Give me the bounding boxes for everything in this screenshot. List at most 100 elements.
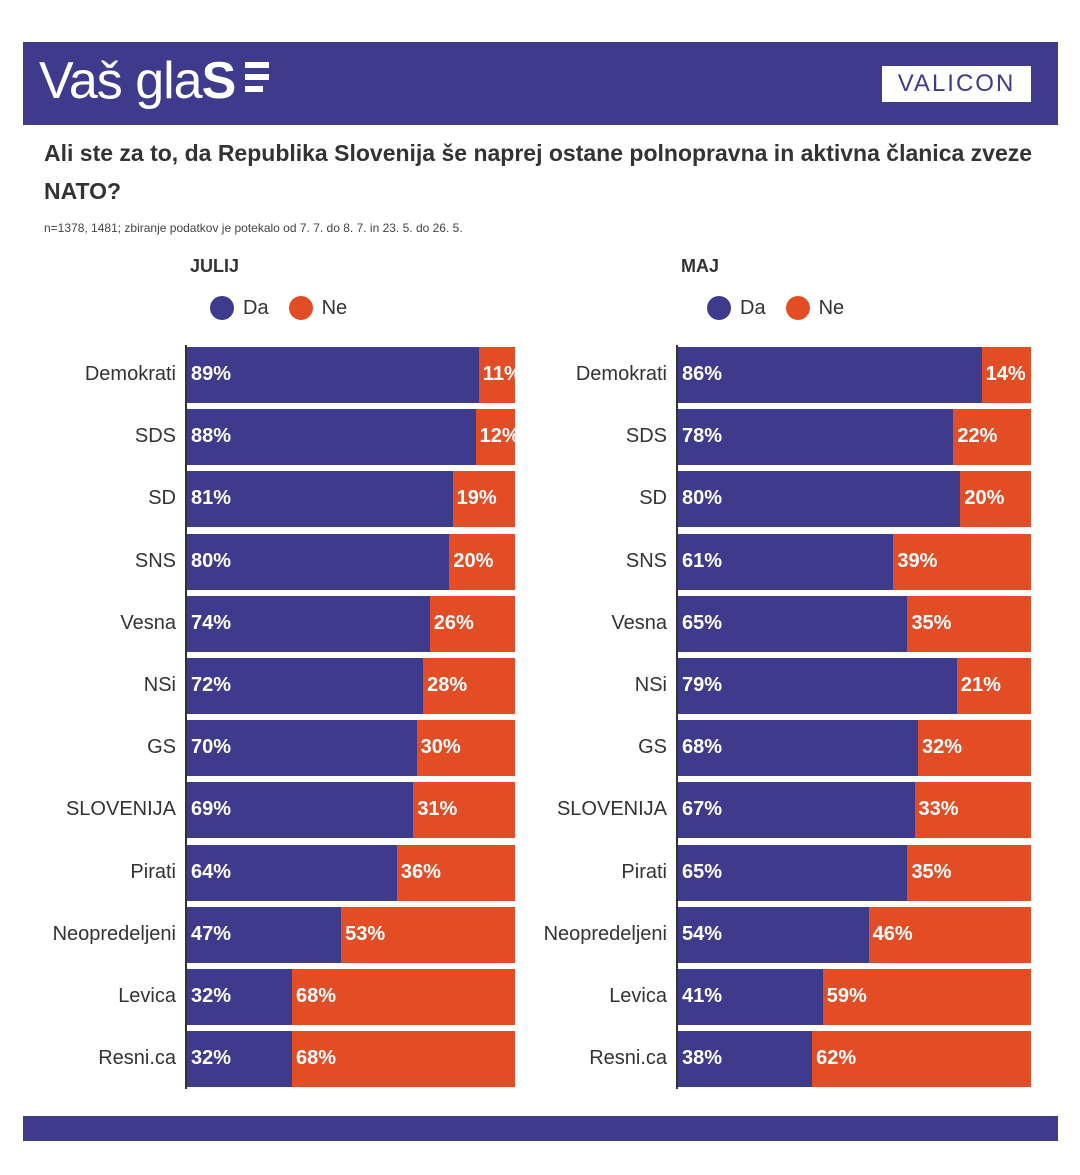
category-label: NSi <box>143 674 176 696</box>
bar-da <box>678 471 961 528</box>
value-label: 72% <box>191 674 232 696</box>
category-label: Levica <box>118 985 176 1007</box>
value-label: 47% <box>191 922 232 945</box>
bar-da <box>187 782 414 839</box>
bar-ne <box>449 533 515 590</box>
value-label: 80% <box>191 549 232 572</box>
legend-item: Ne <box>288 296 348 320</box>
legend-swatch <box>785 296 810 320</box>
bar-da <box>187 471 453 528</box>
bar-da <box>187 844 397 901</box>
bar-ne <box>953 409 1031 466</box>
bar-ne <box>291 969 515 1025</box>
logo-bold-letter: S <box>201 52 237 110</box>
bar-da <box>678 658 957 714</box>
bar-da <box>678 533 894 590</box>
bar-ne <box>960 471 1031 528</box>
bar-da <box>678 782 915 839</box>
category-label: Pirati <box>621 860 667 883</box>
value-label: 78% <box>682 425 723 448</box>
category-label: SNS <box>134 549 176 572</box>
bar-ne <box>423 658 515 714</box>
category-label: SNS <box>625 549 667 572</box>
value-label: 53% <box>345 922 386 945</box>
bar-da <box>678 844 908 901</box>
category-label: GS <box>638 736 667 759</box>
value-label: 65% <box>682 611 723 634</box>
bar-da <box>678 720 919 777</box>
chart-1-title: JULIJ <box>190 256 240 276</box>
bar-ne <box>907 595 1031 652</box>
category-label: SDS <box>625 425 667 448</box>
bar-da <box>187 969 292 1025</box>
brand-logo: VALICON <box>882 66 1031 102</box>
category-label: SD <box>639 487 667 510</box>
value-label: 33% <box>918 798 959 821</box>
legend-item: Ne <box>785 296 844 320</box>
chart-1-legend: Da Ne <box>210 296 367 322</box>
value-label: 32% <box>191 1047 232 1070</box>
bar-da <box>187 409 476 466</box>
value-label: 81% <box>191 487 232 510</box>
bar-ne <box>956 658 1031 714</box>
category-label: SLOVENIJA <box>65 798 176 821</box>
value-label: 41% <box>682 985 723 1007</box>
chart-2-title: MAJ <box>681 256 720 276</box>
category-label: Demokrati <box>575 363 667 385</box>
footer-bar <box>23 1116 1058 1141</box>
bar-da <box>187 658 424 714</box>
bar-da <box>187 720 417 777</box>
value-label: 61% <box>682 549 723 572</box>
category-label: SLOVENIJA <box>556 798 667 821</box>
legend-label: Da <box>740 296 766 319</box>
question-title: Ali ste za to, da Republika Slovenija še… <box>44 140 1033 204</box>
category-label: Demokrati <box>84 363 176 385</box>
value-label: 74% <box>191 611 232 634</box>
bar-ne <box>341 906 515 963</box>
legend-swatch <box>288 296 313 320</box>
bar-da <box>187 1031 292 1088</box>
chart-2-axis <box>676 345 678 1090</box>
value-label: 64% <box>191 860 232 883</box>
value-label: 30% <box>420 736 461 759</box>
category-label: Neopredeljeni <box>52 922 176 945</box>
header-banner: Vaš glaS VALICON <box>23 42 1058 125</box>
value-label: 46% <box>872 922 913 945</box>
bar-ne <box>291 1031 515 1088</box>
bar-da <box>187 347 479 403</box>
value-label: 32% <box>191 985 232 1007</box>
value-label: 12% <box>479 425 520 448</box>
value-label: 28% <box>427 674 468 696</box>
legend-item: Da <box>707 296 766 320</box>
value-label: 59% <box>826 985 867 1007</box>
category-label: Vesna <box>611 611 667 634</box>
bar-ne <box>981 347 1031 403</box>
value-label: 38% <box>682 1047 723 1070</box>
category-label: GS <box>147 736 176 759</box>
value-label: 35% <box>911 611 952 634</box>
category-label: Resni.ca <box>98 1047 176 1070</box>
bar-ne <box>868 906 1031 963</box>
value-label: 68% <box>295 985 336 1007</box>
bar-ne <box>907 844 1031 901</box>
value-label: 89% <box>191 363 232 385</box>
value-label: 14% <box>985 363 1026 385</box>
bar-da <box>187 906 342 963</box>
legend-swatch <box>707 296 731 320</box>
value-label: 11% <box>482 363 522 385</box>
bar-da <box>678 347 982 403</box>
bar-ne <box>893 533 1031 590</box>
value-label: 62% <box>816 1047 857 1070</box>
category-label: Neopredeljeni <box>543 922 667 945</box>
bar-ne <box>413 782 515 839</box>
value-label: 26% <box>433 611 474 634</box>
value-label: 19% <box>456 487 497 510</box>
value-label: 69% <box>191 798 232 821</box>
bar-ne <box>812 1031 1031 1088</box>
bar-da <box>187 533 450 590</box>
value-label: 79% <box>682 674 723 696</box>
value-label: 67% <box>682 798 723 821</box>
legend-label: Ne <box>321 296 348 319</box>
bar-da <box>187 595 430 652</box>
bar-ne <box>478 347 515 403</box>
